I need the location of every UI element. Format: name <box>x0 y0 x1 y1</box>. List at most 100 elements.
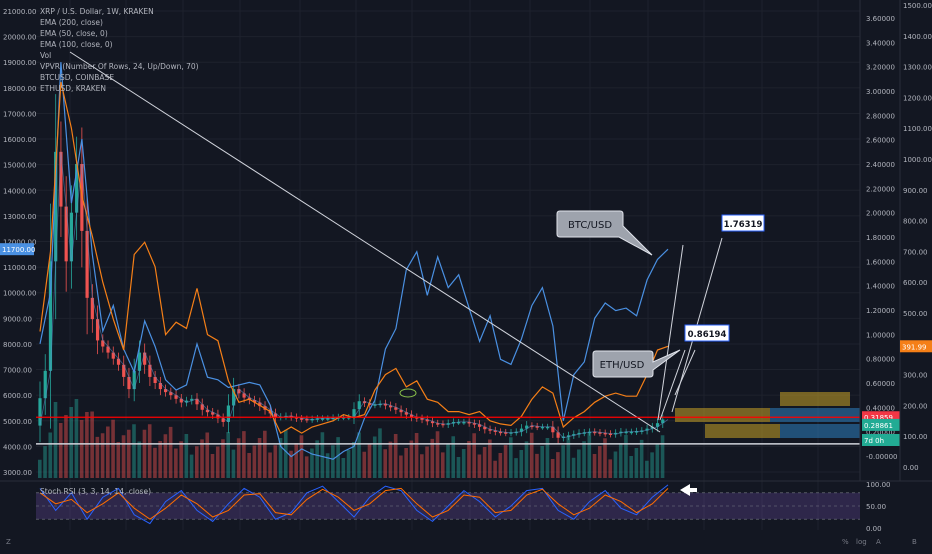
volume-bar <box>179 441 183 478</box>
candle-body <box>258 402 262 407</box>
b-toggle[interactable]: B <box>912 538 917 546</box>
candle-body <box>593 431 597 434</box>
candle-body <box>164 389 168 393</box>
eth-target-label[interactable]: 0.86194 <box>684 324 730 342</box>
mid-countdown-badge <box>862 434 900 446</box>
candle-body <box>43 370 47 399</box>
auto-toggle[interactable]: A <box>876 538 881 546</box>
candle-body <box>441 423 445 426</box>
volume-bar <box>247 453 251 478</box>
right-tick-label: 1400.00 <box>903 33 932 41</box>
candle-body <box>598 432 602 434</box>
volume-bar <box>482 447 487 478</box>
candle-body <box>472 423 476 425</box>
volume-bar <box>121 435 126 478</box>
volume-bars <box>38 399 665 478</box>
volume-bar <box>100 433 105 478</box>
legend-vpvr[interactable]: VPVR (Number Of Rows, 24, Up/Down, 70) <box>40 62 199 71</box>
mid-tick-label: 3.40000 <box>866 39 895 47</box>
legend-volume[interactable]: Vol <box>40 51 51 60</box>
mid-countdown-value: 7d 0h <box>864 437 884 445</box>
rsi-line-k <box>39 484 669 525</box>
volume-bar <box>629 456 633 478</box>
volume-bar <box>195 446 199 478</box>
volume-bar <box>231 449 236 478</box>
right-tick-label: 1200.00 <box>903 94 932 102</box>
volume-bar <box>310 448 314 478</box>
candle-body <box>127 376 131 390</box>
volume-bar <box>592 454 597 478</box>
volume-bar <box>634 448 639 478</box>
volume-bar <box>477 454 482 478</box>
percent-toggle[interactable]: % <box>842 538 849 546</box>
volume-bar <box>660 435 665 478</box>
volume-bar <box>509 437 513 478</box>
left-price-axis[interactable]: 3000.00 4000.00 5000.00 6000.00 7000.00 8000.… <box>0 8 36 477</box>
candle-body <box>252 400 257 403</box>
mid-tick-label: 2.80000 <box>866 112 895 120</box>
zoom-icon[interactable]: Z <box>6 538 11 546</box>
volume-bar <box>488 439 492 478</box>
candle-body <box>467 421 471 424</box>
log-toggle[interactable]: log <box>856 538 867 546</box>
candle-body <box>226 405 230 422</box>
volume-bar <box>399 455 403 478</box>
right-price-axis[interactable]: 0.00100.00200.00300.00400.00500.00600.00… <box>899 0 932 481</box>
legend-ema200[interactable]: EMA (200, close) <box>40 18 103 27</box>
legend-ema100[interactable]: EMA (100, close, 0) <box>40 40 113 49</box>
volume-bar <box>566 437 571 478</box>
eth-projection-arrow[interactable] <box>659 349 686 421</box>
volume-bar <box>383 449 387 478</box>
volume-bar <box>294 443 299 478</box>
volume-bar <box>331 445 335 478</box>
volume-bar <box>289 450 293 478</box>
candle-body <box>116 358 121 365</box>
candle-body <box>551 426 555 433</box>
candle-body <box>195 398 199 405</box>
candle-body <box>404 412 408 415</box>
volume-bar <box>425 446 429 478</box>
mid-tick-label: 1.00000 <box>866 331 895 339</box>
volume-bar <box>153 447 157 478</box>
candle-body <box>143 352 147 365</box>
btc-projection-arrow[interactable] <box>657 244 684 421</box>
volume-bar <box>372 436 377 478</box>
btc-callout[interactable]: BTC/USD <box>556 210 653 256</box>
rsi-title[interactable]: Stoch RSI (3, 3, 14, 14, close) <box>40 487 151 496</box>
candle-body <box>525 425 529 429</box>
candle-body <box>540 426 544 429</box>
left-tick-label: 6000.00 <box>3 392 32 400</box>
candle-body <box>111 352 115 359</box>
right-tick-label: 1300.00 <box>903 64 932 72</box>
candle-body <box>153 376 157 383</box>
volume-bar <box>378 428 382 478</box>
volume-bar <box>430 438 435 478</box>
volume-bar <box>242 431 246 478</box>
candle-body <box>451 421 456 424</box>
candle-body <box>38 398 42 426</box>
left-tick-label: 9000.00 <box>3 315 32 323</box>
mid-price-axis[interactable]: -0.00000 0.20000 0.40000 0.60000 0.80000 1.00… <box>859 0 900 481</box>
right-tick-label: 0.00 <box>903 464 919 472</box>
legend-title[interactable]: XRP / U.S. Dollar, 1W, KRAKEN <box>40 7 154 16</box>
volume-bar <box>174 448 178 478</box>
legend-ethusd[interactable]: ETHUSD, KRAKEN <box>40 84 106 93</box>
legend-ema50[interactable]: EMA (50, close, 0) <box>40 29 108 38</box>
volume-bar <box>252 445 257 478</box>
volume-bar <box>200 439 204 478</box>
candle-body <box>242 393 246 398</box>
candle-body <box>603 432 607 435</box>
candle-body <box>122 364 126 377</box>
mid-tick-label: 0.60000 <box>866 380 895 388</box>
candle-body <box>519 428 524 432</box>
descending-trendline[interactable] <box>69 51 661 433</box>
legend-btcusd[interactable]: BTCUSD, COINBASE <box>40 73 114 82</box>
btc-target-label[interactable]: 1.76319 <box>721 214 765 232</box>
candle-body <box>158 383 162 390</box>
candle-body <box>566 435 571 437</box>
eth-callout[interactable]: ETH/USD <box>592 349 681 378</box>
candle-body <box>90 297 94 320</box>
candle-body <box>211 412 215 415</box>
eth-target-arrow[interactable] <box>674 349 696 396</box>
candle-body <box>389 405 393 408</box>
